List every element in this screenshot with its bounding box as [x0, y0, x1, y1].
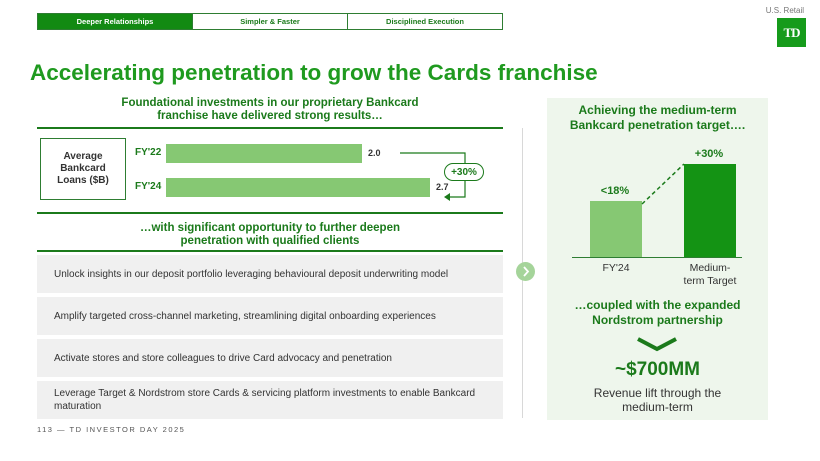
bar-fy24: [166, 178, 430, 197]
bar-fy22: [166, 144, 362, 163]
strategy-item-4: Leverage Target & Nordstrom store Cards …: [37, 381, 503, 419]
right-chart-baseline: [572, 257, 742, 258]
tab-simpler-faster[interactable]: Simpler & Faster: [193, 14, 348, 29]
left-mid-rule: [37, 212, 503, 214]
left-subheading: …with significant opportunity to further…: [37, 222, 503, 248]
strategy-item-3: Activate stores and store colleagues to …: [37, 339, 503, 377]
left-heading: Foundational investments in our propriet…: [37, 97, 503, 123]
loans-label-line1: Average: [63, 151, 103, 162]
right-bar-category-target-line1: Medium-: [689, 262, 731, 274]
left-subheading-line1: …with significant opportunity to further…: [139, 222, 401, 234]
revenue-lift-caption: Revenue lift through the medium-term: [547, 386, 768, 414]
right-heading-line2: Bankcard penetration target….: [569, 118, 746, 132]
right-subheading-line1: …coupled with the expanded: [574, 298, 741, 312]
revenue-lift-caption-line1: Revenue lift through the: [593, 386, 722, 400]
growth-badge: +30%: [444, 163, 484, 181]
right-bar-category-fy24: FY'24: [602, 262, 630, 274]
left-heading-rule: [37, 127, 503, 129]
left-subheading-line2: penetration with qualified clients: [180, 235, 360, 247]
loans-label-box: Average Bankcard Loans ($B): [40, 138, 126, 200]
td-logo: TD: [777, 18, 806, 47]
left-heading-line1: Foundational investments in our propriet…: [121, 97, 419, 109]
right-bar-value-target: +30%: [694, 148, 724, 160]
bar-value-fy22: 2.0: [368, 148, 381, 158]
right-bar-target: [684, 164, 736, 257]
dashed-growth-line-icon: [641, 163, 685, 205]
right-bar-value-fy24: <18%: [600, 185, 630, 197]
bar-value-fy24: 2.7: [436, 182, 449, 192]
left-heading-line2: franchise have delivered strong results…: [157, 110, 383, 122]
tab-deeper-relationships[interactable]: Deeper Relationships: [38, 14, 193, 29]
left-sub-rule: [37, 250, 503, 252]
right-heading: Achieving the medium-term Bankcard penet…: [547, 103, 768, 133]
right-heading-line1: Achieving the medium-term: [578, 103, 737, 117]
bar-label-fy22: FY'22: [135, 147, 162, 158]
loans-label-line2: Bankcard: [60, 163, 106, 174]
right-bar-category-target-line2: term Target: [683, 275, 737, 287]
right-subheading-line2: Nordstrom partnership: [592, 313, 723, 327]
strategy-item-2: Amplify targeted cross-channel marketing…: [37, 297, 503, 335]
bar-label-fy24: FY'24: [135, 181, 162, 192]
section-tag: U.S. Retail: [765, 6, 804, 15]
right-panel: [547, 98, 768, 420]
right-subheading: …coupled with the expanded Nordstrom par…: [547, 298, 768, 328]
chevron-down-icon: [637, 337, 677, 352]
section-tabs: Deeper Relationships Simpler & Faster Di…: [37, 13, 503, 30]
strategy-item-1: Unlock insights in our deposit portfolio…: [37, 255, 503, 293]
tab-disciplined-execution[interactable]: Disciplined Execution: [348, 14, 502, 29]
page-footer: 113 — TD INVESTOR DAY 2025: [37, 425, 186, 434]
chevron-right-icon: [516, 262, 535, 281]
revenue-lift-value: ~$700MM: [614, 359, 701, 380]
right-bar-fy24: [590, 201, 642, 257]
page-title: Accelerating penetration to grow the Car…: [30, 60, 598, 85]
revenue-lift-caption-line2: medium-term: [622, 400, 693, 414]
loans-label-line3: Loans ($B): [57, 175, 109, 186]
right-bar-category-target: Medium- term Target: [670, 262, 750, 288]
